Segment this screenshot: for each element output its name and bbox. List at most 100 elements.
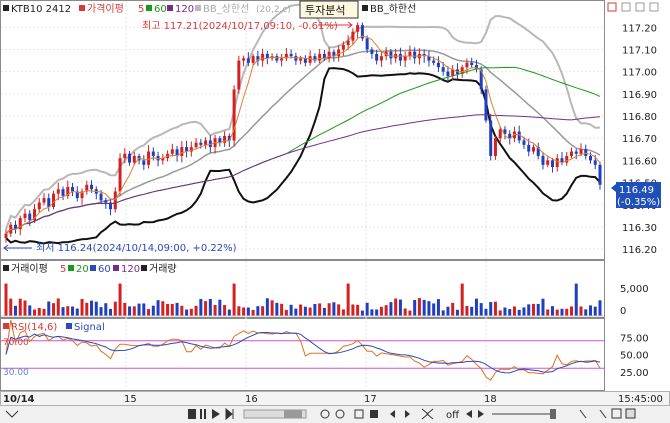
- expand-icon[interactable]: [625, 408, 636, 419]
- rsi-panel-frame: [0, 318, 605, 391]
- candle-body: [555, 158, 559, 168]
- axis-button-icon[interactable]: [635, 2, 645, 12]
- compress-icon[interactable]: [421, 408, 434, 420]
- volume-bar: [379, 306, 383, 316]
- axis-button-icon[interactable]: [607, 2, 617, 12]
- volume-bar: [389, 302, 393, 316]
- candle-body: [508, 133, 512, 139]
- candle-body: [28, 213, 32, 221]
- settings-icon[interactable]: [611, 408, 622, 419]
- legend-square-icon: [3, 5, 9, 11]
- zoom-out-icon[interactable]: [320, 409, 330, 419]
- zoom-slider-handle[interactable]: [550, 409, 556, 419]
- volume-bar: [455, 309, 459, 316]
- candle-body: [588, 155, 592, 161]
- volume-bar: [223, 305, 227, 316]
- price-tick-label: 116.30: [622, 223, 657, 234]
- volume-bar: [337, 304, 341, 316]
- volume-bar: [375, 309, 379, 316]
- pan-right-icon[interactable]: [405, 410, 410, 418]
- price-axis: 116.49 (-0.35%): [607, 2, 661, 208]
- candle-body: [565, 155, 569, 163]
- investment-analysis-label[interactable]: 투자분석: [305, 4, 345, 17]
- candle-body: [261, 53, 265, 61]
- volume-bar: [37, 307, 41, 316]
- volume-bar: [128, 306, 132, 316]
- axis-button-icon[interactable]: [649, 2, 659, 12]
- legend-swatch: [66, 323, 72, 329]
- fit-icon[interactable]: [370, 410, 378, 418]
- volume-bar: [441, 310, 445, 316]
- price-tick-label: 117.20: [622, 23, 657, 34]
- legend-ma-price: 가격이평: [87, 2, 124, 15]
- moving-average-lines: [5, 35, 601, 234]
- candle-body: [360, 25, 364, 39]
- volume-bar: [546, 309, 550, 316]
- volume-bar: [52, 303, 56, 316]
- price-legend: KTB10 2412 가격이평 5 60 120 BB_상한선 (20,2,c)…: [3, 0, 416, 254]
- nav-icon[interactable]: [478, 410, 484, 418]
- candle-body: [189, 147, 193, 152]
- zoom-in-icon[interactable]: [335, 409, 345, 419]
- volume-bar: [170, 303, 174, 316]
- volume-bar: [588, 305, 592, 316]
- candle-body: [18, 218, 22, 230]
- candle-body: [398, 53, 402, 61]
- candle-body: [318, 53, 322, 61]
- pan-left-icon[interactable]: [390, 410, 395, 418]
- volume-bar: [132, 306, 136, 316]
- refresh-icon[interactable]: [579, 409, 607, 419]
- zoom-slider-track[interactable]: [492, 413, 552, 415]
- volume-bar: [365, 302, 369, 316]
- x-label-15: 15: [124, 394, 137, 405]
- volume-tick-label: 0: [620, 306, 626, 317]
- axis-button-icon[interactable]: [621, 2, 631, 12]
- candle-body: [33, 209, 37, 221]
- candle-body: [251, 56, 255, 63]
- scroll-track[interactable]: [243, 409, 307, 419]
- x-label-18: 18: [484, 394, 497, 405]
- candle-body: [375, 53, 379, 61]
- volume-bar: [422, 299, 426, 316]
- candle-body: [223, 136, 227, 143]
- time-label: 15:45:00: [618, 394, 663, 405]
- candle-body: [503, 129, 507, 134]
- volume-bar: [413, 299, 417, 316]
- current-price-tag: [616, 182, 661, 208]
- scroll-left-icon[interactable]: [188, 409, 196, 419]
- candle-body: [403, 56, 407, 61]
- volume-bar: [18, 298, 22, 316]
- skip-end-icon[interactable]: [225, 407, 234, 421]
- volume-bar: [593, 306, 597, 316]
- volume-bar: [394, 298, 398, 316]
- volume-bar: [299, 304, 303, 316]
- candle-body: [151, 151, 155, 156]
- play-left-icon[interactable]: [200, 409, 206, 419]
- price-tick-label: 116.60: [622, 156, 657, 167]
- volume-bar: [9, 298, 13, 316]
- volume-bar: [550, 306, 554, 316]
- candle-body: [356, 25, 360, 32]
- candle-body: [531, 147, 535, 152]
- price-tick-label: 116.20: [622, 245, 657, 256]
- scroll-thumb[interactable]: [284, 410, 302, 418]
- nav-icon[interactable]: [466, 410, 472, 418]
- collapse-icon[interactable]: [5, 410, 19, 418]
- volume-bar: [189, 308, 193, 316]
- price-tick-label: 116.80: [622, 112, 657, 123]
- volume-bar: [261, 306, 265, 316]
- volume-bar: [14, 305, 18, 316]
- candle-body: [66, 187, 70, 196]
- low-annotation: 최저 116.24(2024/10/14,09:00, +0.22%): [36, 242, 237, 254]
- volume-bar: [256, 306, 260, 316]
- candle-body: [579, 149, 583, 154]
- candle-body: [408, 51, 412, 57]
- play-right-icon[interactable]: [212, 409, 220, 419]
- candle-body: [517, 131, 521, 141]
- grid-toggle-icon[interactable]: [354, 409, 364, 419]
- candle-body: [351, 31, 355, 41]
- mode-toggle[interactable]: off: [446, 410, 460, 421]
- candle-body: [346, 40, 350, 46]
- investment-analysis-box[interactable]: [299, 0, 359, 19]
